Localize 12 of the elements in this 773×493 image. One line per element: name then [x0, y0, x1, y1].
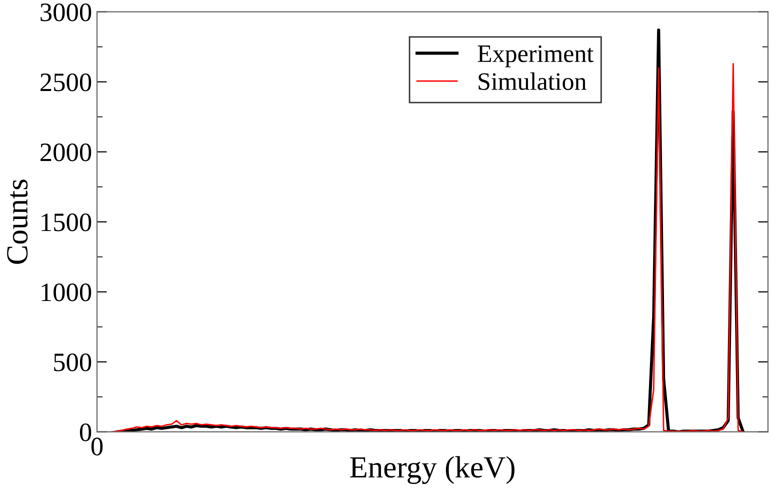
- legend-label: Experiment: [478, 45, 594, 68]
- x-axis-title: Energy (keV): [350, 456, 514, 484]
- y-tick-label: 1000: [42, 283, 92, 302]
- text: 0: [91, 438, 103, 456]
- y-tick-label: 0: [80, 423, 92, 442]
- y-tick-label: 500: [54, 353, 92, 372]
- y-tick-label: 3000: [40, 3, 92, 22]
- legend-label: Simulation: [478, 72, 586, 90]
- y-tick-label: 1500: [42, 213, 92, 232]
- y-tick-label: 2000: [40, 143, 92, 162]
- y-tick-label: 2500: [40, 73, 92, 92]
- y-axis-title: Counts: [7, 180, 28, 264]
